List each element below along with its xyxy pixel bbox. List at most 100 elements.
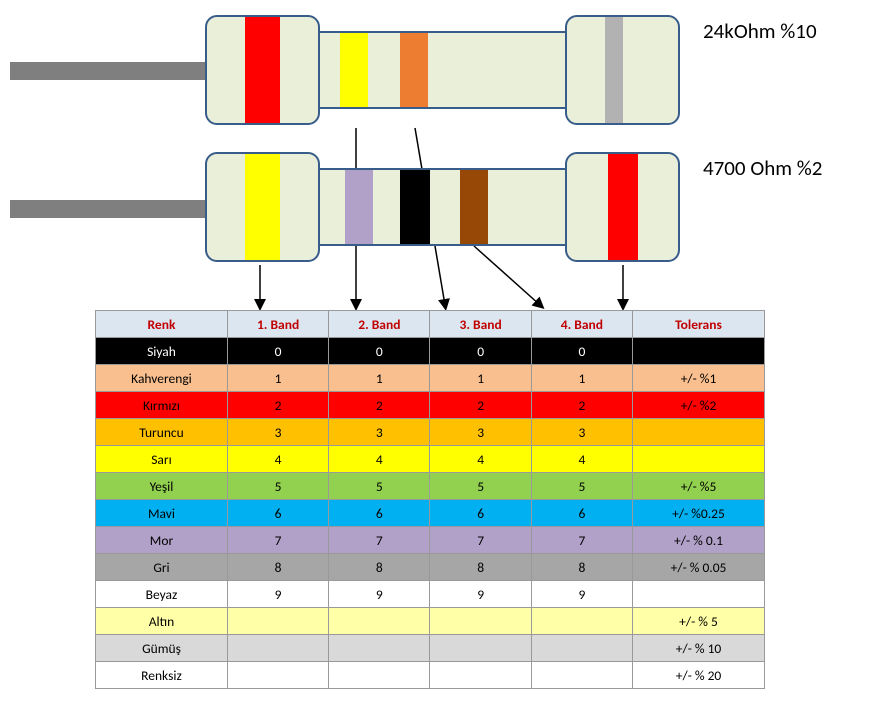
resistor-1-band-3: [400, 33, 428, 107]
table-cell: 1: [227, 365, 328, 392]
table-cell: [329, 608, 430, 635]
table-cell: [329, 635, 430, 662]
resistor-1-band-2: [340, 33, 368, 107]
table-cell: 4: [531, 446, 632, 473]
table-cell: [633, 446, 765, 473]
table-cell: [531, 635, 632, 662]
table-row: Siyah0000: [96, 338, 765, 365]
table-row: Mor7777+/- % 0.1: [96, 527, 765, 554]
table-cell: 0: [430, 338, 531, 365]
table-cell: +/- %2: [633, 392, 765, 419]
color-name-cell: Gümüş: [96, 635, 228, 662]
resistor-2-wire-left: [10, 200, 215, 218]
table-header-4: 4. Band: [531, 311, 632, 338]
color-name-cell: Gri: [96, 554, 228, 581]
table-cell: 4: [227, 446, 328, 473]
table-cell: [430, 608, 531, 635]
table-cell: 5: [430, 473, 531, 500]
table-cell: 7: [329, 527, 430, 554]
table-cell: 1: [531, 365, 632, 392]
table-header-0: Renk: [96, 311, 228, 338]
table-cell: 7: [531, 527, 632, 554]
color-name-cell: Mavi: [96, 500, 228, 527]
table-cell: 4: [430, 446, 531, 473]
table-row: Kahverengi1111+/- %1: [96, 365, 765, 392]
table-header-2: 2. Band: [329, 311, 430, 338]
table-cell: +/- % 10: [633, 635, 765, 662]
color-name-cell: Kahverengi: [96, 365, 228, 392]
table-cell: 6: [430, 500, 531, 527]
table-row: Sarı4444: [96, 446, 765, 473]
resistor-1-wire-left: [10, 62, 215, 80]
table-cell: 3: [531, 419, 632, 446]
table-cell: 7: [430, 527, 531, 554]
table-cell: +/- %1: [633, 365, 765, 392]
table-cell: 4: [329, 446, 430, 473]
table-cell: +/- %0.25: [633, 500, 765, 527]
table-row: Turuncu3333: [96, 419, 765, 446]
resistor-2-label: 4700 Ohm %2: [703, 155, 822, 181]
table-row: Mavi6666+/- %0.25: [96, 500, 765, 527]
color-name-cell: Sarı: [96, 446, 228, 473]
resistor-1-label: 24kOhm %10: [703, 18, 817, 44]
table-row: Altın +/- % 5: [96, 608, 765, 635]
table-cell: [633, 419, 765, 446]
table-header-3: 3. Band: [430, 311, 531, 338]
table-cell: 7: [227, 527, 328, 554]
table-cell: 5: [531, 473, 632, 500]
table-cell: 9: [329, 581, 430, 608]
resistor-2-body: [297, 168, 587, 246]
table-cell: 5: [329, 473, 430, 500]
table-cell: 9: [531, 581, 632, 608]
table-row: Beyaz9999: [96, 581, 765, 608]
table-cell: 1: [329, 365, 430, 392]
table-cell: +/- % 20: [633, 662, 765, 689]
table-row: Yeşil5555+/- %5: [96, 473, 765, 500]
table-cell: [633, 581, 765, 608]
table-cell: [531, 608, 632, 635]
table-cell: 3: [329, 419, 430, 446]
table-cell: 3: [430, 419, 531, 446]
table-cell: 2: [329, 392, 430, 419]
table-cell: 9: [227, 581, 328, 608]
table-cell: 2: [430, 392, 531, 419]
table-cell: 0: [531, 338, 632, 365]
table-cell: 2: [531, 392, 632, 419]
table-cell: 1: [430, 365, 531, 392]
table-cell: [329, 662, 430, 689]
table-cell: [430, 662, 531, 689]
color-name-cell: Beyaz: [96, 581, 228, 608]
resistor-2-band-1: [245, 154, 280, 260]
resistor-1-band-4: [605, 17, 623, 123]
resistor-2-band-3: [400, 170, 430, 244]
table-cell: [531, 662, 632, 689]
arrow-4: [474, 246, 540, 305]
resistor-2-band-5: [608, 154, 638, 260]
table-cell: 9: [430, 581, 531, 608]
table-cell: [227, 635, 328, 662]
table-row: Gümüş +/- % 10: [96, 635, 765, 662]
resistor-2-band-2: [345, 170, 373, 244]
resistor-2-band-4: [460, 170, 488, 244]
table-cell: 8: [329, 554, 430, 581]
table-row: Gri8888+/- % 0.05: [96, 554, 765, 581]
table-cell: 0: [227, 338, 328, 365]
color-name-cell: Yeşil: [96, 473, 228, 500]
table-cell: [227, 662, 328, 689]
table-cell: [430, 635, 531, 662]
table-cell: +/- % 5: [633, 608, 765, 635]
table-cell: [227, 608, 328, 635]
table-cell: +/- % 0.05: [633, 554, 765, 581]
table-cell: 8: [227, 554, 328, 581]
table-cell: 3: [227, 419, 328, 446]
table-cell: 6: [531, 500, 632, 527]
table-header-1: 1. Band: [227, 311, 328, 338]
color-name-cell: Renksiz: [96, 662, 228, 689]
color-name-cell: Altın: [96, 608, 228, 635]
resistor-1-band-1: [245, 17, 280, 123]
table-cell: 0: [329, 338, 430, 365]
table-row: Kırmızı2222+/- %2: [96, 392, 765, 419]
table-cell: 8: [430, 554, 531, 581]
color-code-table: Renk1. Band2. Band3. Band4. BandTolerans…: [95, 310, 765, 689]
color-name-cell: Turuncu: [96, 419, 228, 446]
